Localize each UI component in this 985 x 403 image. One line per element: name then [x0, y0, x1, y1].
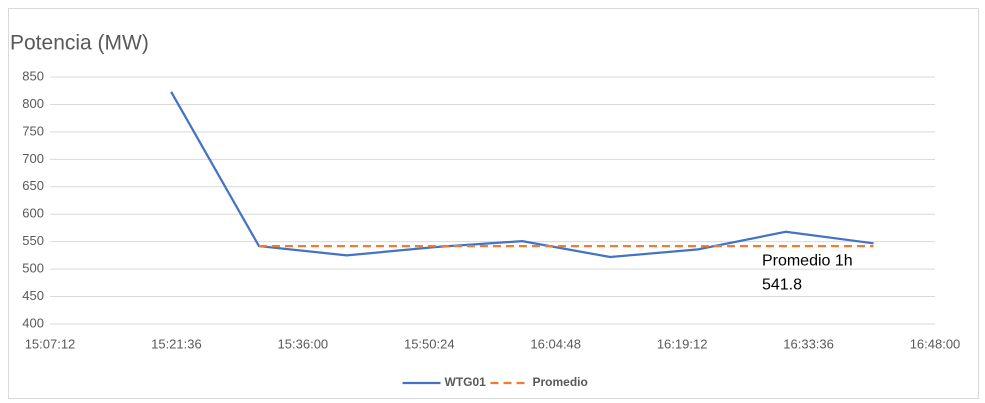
- x-tick-label: 15:50:24: [404, 336, 455, 351]
- x-tick-label: 16:33:36: [783, 336, 834, 351]
- y-tick-label: 550: [22, 233, 44, 248]
- legend-label: Promedio: [533, 375, 588, 389]
- x-tick-label: 15:21:36: [151, 336, 202, 351]
- x-tick-label: 15:36:00: [278, 336, 329, 351]
- annotation: 541.8: [762, 276, 802, 293]
- annotation: Promedio 1h: [762, 252, 853, 269]
- y-tick-label: 450: [22, 288, 44, 303]
- chart-border: [8, 8, 979, 399]
- y-tick-label: 700: [22, 151, 44, 166]
- x-tick-label: 16:48:00: [910, 336, 961, 351]
- y-tick-label: 600: [22, 206, 44, 221]
- y-tick-label: 750: [22, 123, 44, 138]
- y-tick-label: 800: [22, 96, 44, 111]
- y-tick-label: 500: [22, 261, 44, 276]
- y-tick-label: 850: [22, 68, 44, 83]
- chart-title: Potencia (MW): [10, 32, 149, 55]
- y-tick-label: 650: [22, 178, 44, 193]
- x-tick-label: 16:04:48: [530, 336, 581, 351]
- x-tick-label: 15:07:12: [25, 336, 76, 351]
- series-line: [170, 91, 874, 259]
- y-tick-label: 400: [22, 315, 44, 330]
- x-tick-label: 16:19:12: [657, 336, 708, 351]
- legend-label: WTG01: [445, 375, 487, 389]
